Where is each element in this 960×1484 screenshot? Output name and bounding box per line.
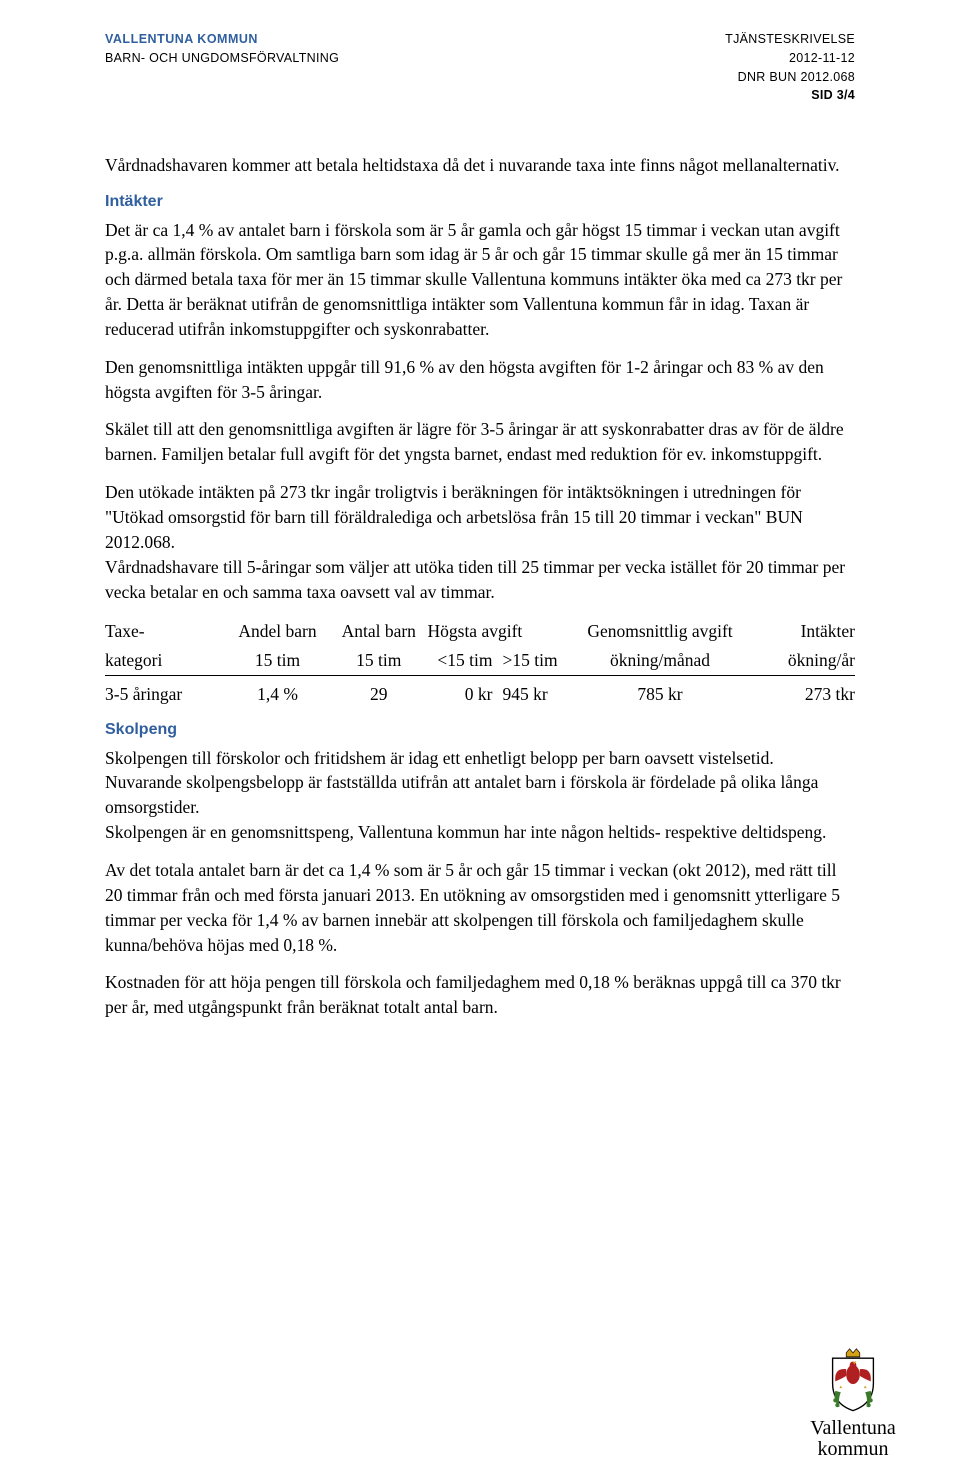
td-count: 29: [330, 676, 428, 709]
intakter-p4b: Vårdnadshavare till 5-åringar som väljer…: [105, 555, 855, 605]
table-header-row2: kategori 15 tim 15 tim <15 tim >15 tim ö…: [105, 646, 855, 675]
th-count: Antal barn: [330, 617, 428, 646]
th2-share: 15 tim: [225, 646, 330, 675]
td-gt15: 945 kr: [503, 676, 578, 709]
table-row: 3-5 åringar 1,4 % 29 0 kr 945 kr 785 kr …: [105, 676, 855, 709]
doc-type: TJÄNSTESKRIVELSE: [725, 30, 855, 49]
doc-page: SID 3/4: [725, 86, 855, 105]
intakter-p4: Den utökade intäkten på 273 tkr ingår tr…: [105, 480, 855, 555]
th2-gt15: >15 tim: [503, 646, 578, 675]
th2-category: kategori: [105, 646, 225, 675]
skolpeng-p3: Kostnaden för att höja pengen till försk…: [105, 970, 855, 1020]
dept-name: BARN- OCH UNGDOMSFÖRVALTNING: [105, 49, 339, 68]
th-maxfee: Högsta avgift: [428, 617, 578, 646]
logo-text-line2: kommun: [798, 1439, 908, 1460]
revenue-table: Taxe- Andel barn Antal barn Högsta avgif…: [105, 617, 855, 709]
intakter-p1: Det är ca 1,4 % av antalet barn i försko…: [105, 218, 855, 342]
th2-increase-year: ökning/år: [743, 646, 856, 675]
header-right: TJÄNSTESKRIVELSE 2012-11-12 DNR BUN 2012…: [725, 30, 855, 105]
th2-lt15: <15 tim: [428, 646, 503, 675]
municipality-logo: Vallentuna kommun: [798, 1346, 908, 1460]
header-left: VALLENTUNA KOMMUN BARN- OCH UNGDOMSFÖRVA…: [105, 30, 339, 105]
table-header-row1: Taxe- Andel barn Antal barn Högsta avgif…: [105, 617, 855, 646]
skolpeng-p2: Av det totala antalet barn är det ca 1,4…: [105, 858, 855, 957]
th-avgfee: Genomsnittlig avgift: [578, 617, 743, 646]
crest-icon: [819, 1346, 887, 1414]
th-share: Andel barn: [225, 617, 330, 646]
th-category: Taxe-: [105, 617, 225, 646]
page-header: VALLENTUNA KOMMUN BARN- OCH UNGDOMSFÖRVA…: [105, 30, 855, 105]
skolpeng-heading: Skolpeng: [105, 719, 855, 742]
intakter-p2: Den genomsnittliga intäkten uppgår till …: [105, 355, 855, 405]
skolpeng-p1b: Nuvarande skolpengsbelopp är fastställda…: [105, 770, 855, 820]
th2-count: 15 tim: [330, 646, 428, 675]
intro-paragraph: Vårdnadshavaren kommer att betala heltid…: [105, 153, 855, 178]
doc-dnr: DNR BUN 2012.068: [725, 68, 855, 87]
skolpeng-p1: Skolpengen till förskolor och fritidshem…: [105, 746, 855, 771]
logo-text-line1: Vallentuna: [798, 1418, 908, 1439]
td-lt15: 0 kr: [428, 676, 503, 709]
th2-increase-month: ökning/månad: [578, 646, 743, 675]
intakter-heading: Intäkter: [105, 191, 855, 214]
intakter-p3: Skälet till att den genomsnittliga avgif…: [105, 417, 855, 467]
org-name: VALLENTUNA KOMMUN: [105, 30, 339, 49]
skolpeng-p1c: Skolpengen är en genomsnittspeng, Vallen…: [105, 820, 855, 845]
body-content: Vårdnadshavaren kommer att betala heltid…: [105, 153, 855, 1020]
doc-date: 2012-11-12: [725, 49, 855, 68]
th-income: Intäkter: [743, 617, 856, 646]
td-increase-year: 273 tkr: [743, 676, 856, 709]
td-increase-month: 785 kr: [578, 676, 743, 709]
td-category: 3-5 åringar: [105, 676, 225, 709]
td-share: 1,4 %: [225, 676, 330, 709]
